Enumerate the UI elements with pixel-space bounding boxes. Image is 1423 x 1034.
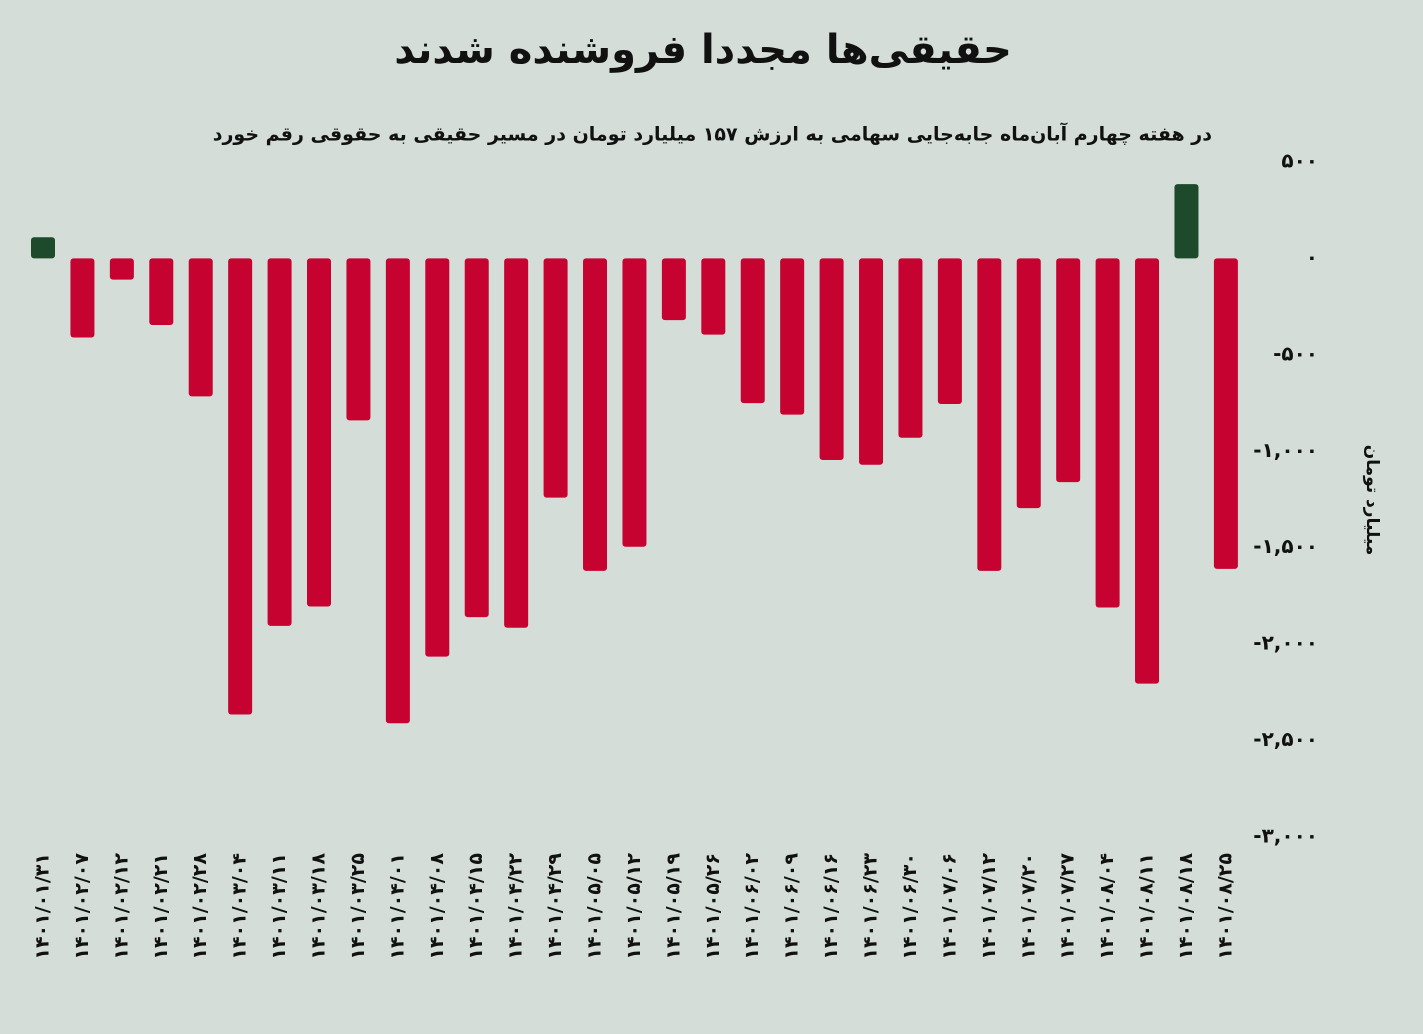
x-tick-label: ۱۴۰۱/۰۷/۰۶ xyxy=(938,853,960,960)
x-tick-label: ۱۴۰۱/۰۵/۲۶ xyxy=(702,853,724,960)
bar xyxy=(898,258,923,438)
bar xyxy=(31,237,55,259)
x-tick-label: ۱۴۰۱/۰۷/۲۰ xyxy=(1017,853,1039,960)
x-tick-label: ۱۴۰۱/۰۴/۰۱ xyxy=(386,853,408,960)
y-tick-label: -۲,۵۰۰ xyxy=(1253,727,1318,751)
x-tick-label: ۱۴۰۱/۰۵/۱۲ xyxy=(623,853,645,960)
bar xyxy=(1095,258,1120,608)
x-tick-label: ۱۴۰۱/۰۲/۰۷ xyxy=(71,853,93,960)
x-tick-label: ۱۴۰۱/۰۳/۱۸ xyxy=(308,853,330,960)
chart-subtitle: در هفته چهارم آبان‌ماه جابه‌جایی سهامی ب… xyxy=(213,122,1213,146)
bar xyxy=(740,258,765,404)
x-tick-label: ۱۴۰۱/۰۳/۱۱ xyxy=(268,853,290,960)
bar xyxy=(1016,258,1041,509)
x-tick-label: ۱۴۰۱/۰۸/۲۵ xyxy=(1214,853,1236,960)
y-tick-label: ۵۰۰ xyxy=(1281,149,1318,173)
bar xyxy=(464,258,489,618)
x-tick-label: ۱۴۰۱/۰۶/۰۲ xyxy=(741,853,763,960)
x-tick-label: ۱۴۰۱/۰۷/۲۷ xyxy=(1057,853,1079,960)
bar xyxy=(1135,258,1160,684)
bar xyxy=(109,258,134,280)
bar xyxy=(819,258,844,460)
x-tick-label: ۱۴۰۱/۰۲/۲۱ xyxy=(150,853,172,960)
bar xyxy=(228,258,253,715)
x-tick-label: ۱۴۰۱/۰۲/۲۸ xyxy=(189,853,211,960)
x-tick-label: ۱۴۰۱/۰۴/۲۲ xyxy=(505,853,527,960)
x-tick-label: ۱۴۰۱/۰۸/۱۱ xyxy=(1136,853,1158,960)
bar xyxy=(661,258,686,321)
bar xyxy=(307,258,332,607)
bar xyxy=(780,258,805,415)
x-tick-label: ۱۴۰۱/۰۶/۳۰ xyxy=(899,853,921,960)
x-tick-label: ۱۴۰۱/۰۴/۲۹ xyxy=(544,853,566,960)
x-tick-label: ۱۴۰۱/۰۳/۲۵ xyxy=(347,853,369,960)
bar xyxy=(149,258,174,325)
bar xyxy=(859,258,884,465)
chart-title: حقیقی‌ها مجددا فروشنده شدند xyxy=(394,27,1012,73)
bar xyxy=(622,258,647,547)
y-tick-label: ۰ xyxy=(1306,245,1318,269)
x-tick-label: ۱۴۰۱/۰۷/۱۲ xyxy=(978,853,1000,960)
bar xyxy=(583,258,608,571)
bar xyxy=(267,258,292,626)
x-tick-label: ۱۴۰۱/۰۱/۳۱ xyxy=(32,853,54,960)
bar xyxy=(70,258,95,338)
x-tick-label: ۱۴۰۱/۰۶/۰۹ xyxy=(781,853,803,960)
x-tick-label: ۱۴۰۱/۰۶/۲۳ xyxy=(860,853,882,960)
bar xyxy=(1056,258,1081,483)
x-tick-label: ۱۴۰۱/۰۳/۰۴ xyxy=(229,853,251,960)
bar xyxy=(346,258,371,421)
y-axis-title: میلیارد تومان xyxy=(1362,445,1382,556)
y-tick-label: -۲,۰۰۰ xyxy=(1253,631,1318,655)
bar xyxy=(385,258,410,724)
y-tick-label: -۱,۵۰۰ xyxy=(1253,534,1318,558)
y-tick-label: -۳,۰۰۰ xyxy=(1253,824,1318,848)
bar xyxy=(188,258,213,397)
bar xyxy=(1174,184,1199,259)
bar xyxy=(504,258,529,628)
x-tick-label: ۱۴۰۱/۰۴/۱۵ xyxy=(465,853,487,960)
y-tick-label: -۱,۰۰۰ xyxy=(1253,438,1318,462)
bar xyxy=(701,258,726,335)
bar xyxy=(937,258,962,405)
x-tick-label: ۱۴۰۱/۰۶/۱۶ xyxy=(820,853,842,960)
x-tick-label: ۱۴۰۱/۰۵/۱۹ xyxy=(662,853,684,960)
x-tick-label: ۱۴۰۱/۰۴/۰۸ xyxy=(426,853,448,960)
bar xyxy=(1213,258,1238,569)
x-tick-label: ۱۴۰۱/۰۸/۰۴ xyxy=(1096,853,1118,960)
x-tick-label: ۱۴۰۱/۰۵/۰۵ xyxy=(584,853,606,960)
bar xyxy=(977,258,1002,571)
x-tick-label: ۱۴۰۱/۰۲/۱۲ xyxy=(110,853,132,960)
y-tick-label: -۵۰۰ xyxy=(1273,341,1318,365)
bar xyxy=(543,258,568,498)
bar xyxy=(425,258,450,657)
x-tick-label: ۱۴۰۱/۰۸/۱۸ xyxy=(1175,853,1197,960)
